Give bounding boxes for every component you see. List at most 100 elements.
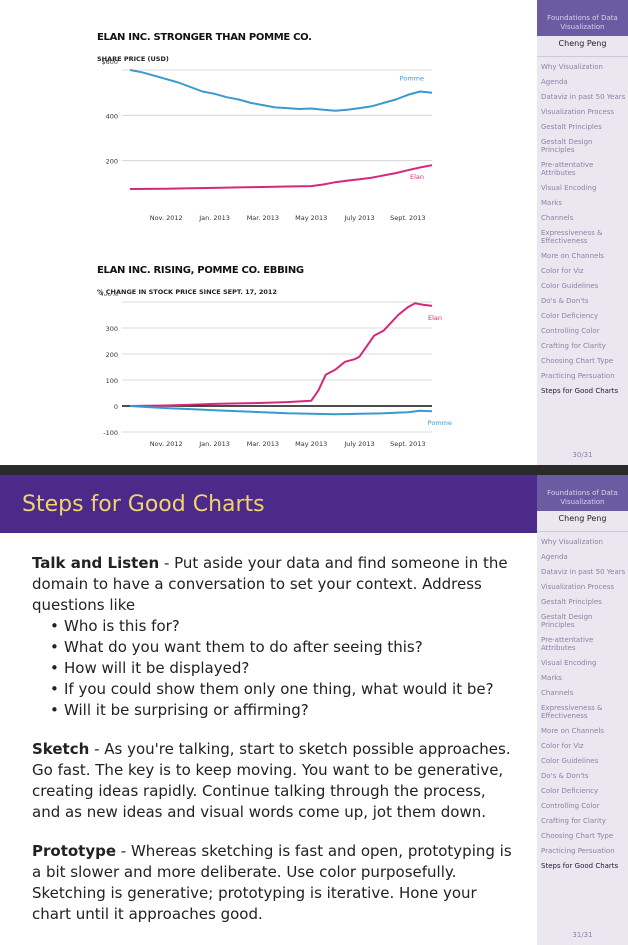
sidebar-item[interactable]: Gestalt Principles	[541, 598, 602, 606]
sidebar-item[interactable]: Channels	[541, 214, 574, 222]
slide-30: ELAN INC. STRONGER THAN POMME CO. SHARE …	[0, 0, 628, 465]
sidebar-item[interactable]: Expressiveness & Effectiveness	[541, 704, 603, 720]
sidebar-item[interactable]: Marks	[541, 674, 562, 682]
y-tick-label: -100	[103, 429, 118, 437]
list-item: What do you want them to do after seeing…	[50, 637, 517, 658]
x-tick-label: Jan. 2013	[198, 440, 230, 448]
x-tick-label: Sept. 2013	[390, 440, 425, 448]
page-number: 31/31	[572, 931, 593, 939]
sidebar-nav: Foundations of Data Visualization Cheng …	[537, 475, 628, 945]
y-tick-label: 200	[106, 351, 118, 359]
series-line-elan	[129, 164, 433, 190]
sidebar-item[interactable]: Gestalt Design Principles	[541, 613, 593, 629]
series-line-pomme	[129, 405, 433, 416]
x-tick-label: Mar. 2013	[247, 440, 279, 448]
sidebar-item[interactable]: Do's & Don'ts	[541, 772, 589, 780]
sidebar-item[interactable]: Agenda	[541, 553, 568, 561]
sidebar-author: Cheng Peng	[537, 36, 628, 57]
sidebar-item[interactable]: Color Guidelines	[541, 282, 599, 290]
sidebar-item[interactable]: Agenda	[541, 78, 568, 86]
list-item: Who is this for?	[50, 616, 517, 637]
sidebar-author: Cheng Peng	[537, 511, 628, 532]
slide-title: Steps for Good Charts	[22, 492, 265, 517]
sidebar-item[interactable]: Channels	[541, 689, 574, 697]
sidebar-item[interactable]: Color Deficiency	[541, 787, 599, 795]
sketch-text: - As you're talking, start to sketch pos…	[32, 740, 511, 821]
x-tick-label: Nov. 2012	[150, 440, 183, 448]
y-tick-label: $600	[101, 60, 118, 66]
prototype-heading: Prototype	[32, 842, 117, 860]
prototype-paragraph: Prototype - Whereas sketching is fast an…	[32, 841, 517, 925]
series-label-pomme: Pomme	[400, 75, 424, 83]
sidebar-item[interactable]: Controlling Color	[541, 802, 600, 810]
series-label-elan: Elan	[410, 173, 424, 181]
title-bar: Steps for Good Charts	[0, 475, 537, 533]
sidebar-item[interactable]: Choosing Chart Type	[541, 357, 614, 365]
sidebar-item[interactable]: Why Visualization	[541, 538, 603, 546]
sidebar-item[interactable]: Practicing Persuation	[541, 372, 615, 380]
slide-separator	[0, 465, 628, 475]
x-tick-label: July 2013	[343, 440, 374, 448]
sidebar-item[interactable]: Visualization Process	[541, 108, 614, 116]
sidebar-item[interactable]: Gestalt Design Principles	[541, 138, 593, 154]
sidebar-item[interactable]: Visualization Process	[541, 583, 614, 591]
sidebar-item[interactable]: Why Visualization	[541, 63, 603, 71]
sidebar-item[interactable]: Color for Viz	[541, 742, 584, 750]
sidebar-item[interactable]: Pre-attentative Attributes	[541, 636, 594, 652]
sidebar-item[interactable]: Crafting for Clarity	[541, 342, 606, 350]
slide-main: ELAN INC. STRONGER THAN POMME CO. SHARE …	[0, 0, 537, 465]
series-line-elan	[129, 302, 433, 407]
sidebar-item[interactable]: Color Deficiency	[541, 312, 599, 320]
y-tick-label: 400	[106, 112, 118, 120]
x-tick-label: Jan. 2013	[198, 214, 230, 222]
sidebar-item[interactable]: Controlling Color	[541, 327, 600, 335]
slide-main: Steps for Good Charts Talk and Listen - …	[0, 475, 537, 945]
sidebar-item[interactable]: Color Guidelines	[541, 757, 599, 765]
series-label-pomme: Pomme	[428, 419, 452, 427]
series-line-pomme	[129, 69, 433, 112]
sidebar-item[interactable]: Steps for Good Charts	[541, 387, 619, 395]
chart2-title: ELAN INC. RISING, POMME CO. EBBING	[97, 265, 304, 276]
sidebar-item[interactable]: Dataviz in past 50 Years	[541, 93, 626, 101]
sidebar-item[interactable]: Choosing Chart Type	[541, 832, 614, 840]
sidebar-item[interactable]: Color for Viz	[541, 267, 584, 275]
y-tick-label: 300	[106, 325, 118, 333]
chart1-ylabel: SHARE PRICE (USD)	[97, 55, 169, 63]
x-tick-label: Mar. 2013	[247, 214, 279, 222]
x-tick-label: July 2013	[343, 214, 374, 222]
y-tick-label: 400%	[99, 294, 118, 298]
sidebar-heading: Foundations of Data Visualization	[537, 0, 628, 36]
sidebar-item[interactable]: Dataviz in past 50 Years	[541, 568, 626, 576]
talk-paragraph: Talk and Listen - Put aside your data an…	[32, 553, 517, 616]
x-tick-label: Sept. 2013	[390, 214, 425, 222]
chart2-ylabel: % CHANGE IN STOCK PRICE SINCE SEPT. 17, …	[97, 288, 277, 296]
list-item: How will it be displayed?	[50, 658, 517, 679]
sidebar-item[interactable]: Visual Encoding	[541, 659, 597, 667]
sidebar-item[interactable]: Gestalt Principles	[541, 123, 602, 131]
talk-heading: Talk and Listen	[32, 554, 160, 572]
sidebar-item[interactable]: Expressiveness & Effectiveness	[541, 229, 603, 245]
list-item: If you could show them only one thing, w…	[50, 679, 517, 700]
x-tick-label: May 2013	[295, 440, 327, 448]
sidebar-item[interactable]: More on Channels	[541, 252, 604, 260]
sidebar-item[interactable]: Do's & Don'ts	[541, 297, 589, 305]
y-tick-label: 200	[106, 158, 118, 166]
sidebar-item[interactable]: Marks	[541, 199, 562, 207]
sidebar-item[interactable]: Crafting for Clarity	[541, 817, 606, 825]
y-tick-label: 0	[114, 403, 118, 411]
sidebar-list: Why Visualization Agenda Dataviz in past 5…	[537, 57, 628, 395]
sidebar-item[interactable]: Visual Encoding	[541, 184, 597, 192]
sidebar-list: Why Visualization Agenda Dataviz in past 5…	[537, 532, 628, 870]
sidebar-item[interactable]: Pre-attentative Attributes	[541, 161, 594, 177]
x-tick-label: Nov. 2012	[150, 214, 183, 222]
sidebar-heading: Foundations of Data Visualization	[537, 475, 628, 511]
question-list: Who is this for? What do you want them t…	[50, 616, 517, 721]
sidebar-item[interactable]: More on Channels	[541, 727, 604, 735]
slide-31: Steps for Good Charts Talk and Listen - …	[0, 475, 628, 945]
chart-share-price: $600 400 200 Nov. 2012 Jan. 2013 Mar. 2013 May…	[101, 60, 433, 222]
sidebar-item[interactable]: Steps for Good Charts	[541, 862, 619, 870]
sidebar-item[interactable]: Practicing Persuation	[541, 847, 615, 855]
chart-percent-change: 400% 300 200 100 0 -100 Nov. 2012 Jan. 2013 Mar.…	[99, 294, 452, 448]
x-tick-label: May 2013	[295, 214, 327, 222]
sketch-paragraph: Sketch - As you're talking, start to ske…	[32, 739, 517, 823]
